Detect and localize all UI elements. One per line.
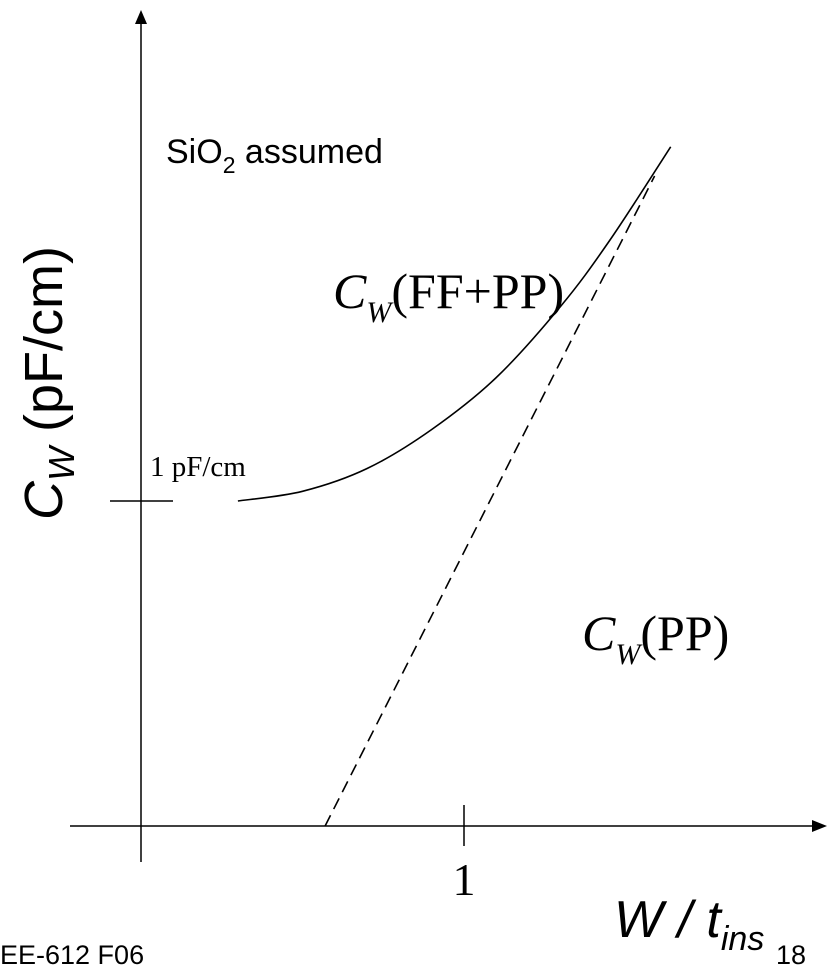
footer-course: EE-612 F06: [0, 940, 144, 970]
y-axis-arrowhead: [135, 10, 147, 24]
series-label-pp: CW(PP): [582, 605, 729, 671]
material-note: SiO2 assumed: [166, 133, 383, 178]
series-label-ff-pp: CW(FF+PP): [333, 263, 564, 329]
x-tick-label-1: 1: [453, 854, 476, 905]
series-line-pp: [324, 175, 656, 827]
x-axis-label: W / tins: [614, 891, 764, 958]
footer-page-number: 18: [776, 940, 806, 970]
y-axis-label: CW (pF/cm): [14, 246, 82, 520]
y-tick-label-1: 1 pF/cm: [150, 451, 246, 483]
x-axis-arrowhead: [812, 820, 827, 832]
series-line-ff-pp: [237, 146, 672, 502]
